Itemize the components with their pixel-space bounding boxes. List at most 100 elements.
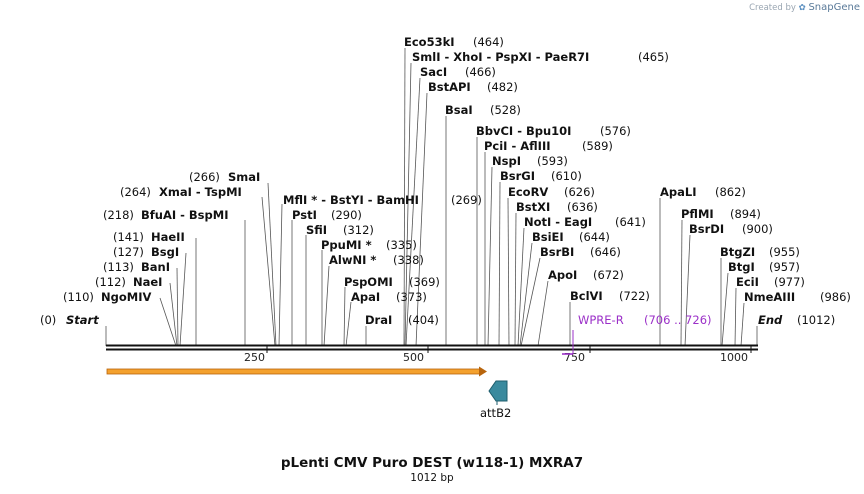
site-pos: (113) bbox=[103, 260, 134, 274]
site-pos: (528) bbox=[490, 103, 521, 117]
ruler-tick-label: 500 bbox=[403, 351, 424, 364]
dna-backbone bbox=[106, 344, 758, 351]
site-pos: (338) bbox=[393, 253, 424, 267]
site-pos: (218) bbox=[103, 208, 134, 222]
site-label[interactable]: PflMI bbox=[681, 207, 714, 221]
start-pos: (0) bbox=[40, 313, 56, 327]
site-label[interactable]: MflI * - BstYI - BamHI bbox=[283, 193, 419, 207]
site-label[interactable]: BclVI bbox=[570, 289, 603, 303]
site-label[interactable]: BanI bbox=[141, 260, 170, 274]
site-label[interactable]: SmaI bbox=[228, 170, 260, 184]
site-label[interactable]: EcoRV bbox=[508, 185, 548, 199]
site-label[interactable]: BsiEI bbox=[532, 230, 564, 244]
site-pos: (977) bbox=[774, 275, 805, 289]
site-label[interactable]: BsgI bbox=[151, 245, 179, 259]
site-pos: (955) bbox=[769, 245, 800, 259]
watermark-brand: SnapGene bbox=[808, 2, 860, 13]
wpre-r-label: WPRE-R bbox=[578, 313, 624, 327]
site-label[interactable]: BfuAI - BspMI bbox=[141, 208, 228, 222]
wpre-r-range: (706 .. 726) bbox=[644, 313, 712, 327]
ruler-ticks bbox=[266, 346, 752, 353]
site-pos: (957) bbox=[769, 260, 800, 274]
site-label[interactable]: BtgI bbox=[728, 260, 755, 274]
site-pos: (464) bbox=[473, 35, 504, 49]
wpre-r-primer[interactable] bbox=[562, 330, 574, 355]
site-pos: (404) bbox=[408, 313, 439, 327]
site-label[interactable]: BsaI bbox=[445, 103, 473, 117]
site-label[interactable]: EciI bbox=[736, 275, 759, 289]
site-pos: (141) bbox=[113, 230, 144, 244]
site-pos: (112) bbox=[95, 275, 126, 289]
site-pos: (636) bbox=[567, 200, 598, 214]
site-pos: (266) bbox=[189, 170, 220, 184]
site-pos: (894) bbox=[730, 207, 761, 221]
site-pos: (576) bbox=[600, 124, 631, 138]
site-pos: (373) bbox=[396, 290, 427, 304]
site-label[interactable]: ApoI bbox=[548, 268, 577, 282]
site-label[interactable]: HaeII bbox=[151, 230, 185, 244]
site-label[interactable]: Eco53kI bbox=[404, 35, 455, 49]
site-pos: (644) bbox=[579, 230, 610, 244]
site-label[interactable]: ApaI bbox=[351, 290, 380, 304]
site-pos: (900) bbox=[742, 222, 773, 236]
end-label: End bbox=[758, 313, 783, 327]
ruler-tick-label: 750 bbox=[564, 351, 585, 364]
site-pos: (641) bbox=[615, 215, 646, 229]
end-pos: (1012) bbox=[797, 313, 835, 327]
site-pos: (269) bbox=[451, 193, 482, 207]
site-label[interactable]: BbvCI - Bpu10I bbox=[476, 124, 571, 138]
start-label: Start bbox=[66, 313, 99, 327]
site-pos: (646) bbox=[590, 245, 621, 259]
ruler-tick-label: 250 bbox=[244, 351, 265, 364]
attb2-label: attB2 bbox=[480, 406, 511, 420]
site-pos: (610) bbox=[551, 169, 582, 183]
site-label[interactable]: BsrBI bbox=[540, 245, 574, 259]
site-label[interactable]: BstAPI bbox=[428, 80, 471, 94]
site-pos: (335) bbox=[386, 238, 417, 252]
site-label[interactable]: PstI bbox=[292, 208, 317, 222]
watermark-prefix: Created by bbox=[749, 3, 796, 13]
site-pos: (672) bbox=[593, 268, 624, 282]
site-pos: (466) bbox=[465, 65, 496, 79]
site-pos: (264) bbox=[120, 185, 151, 199]
site-label[interactable]: DraI bbox=[365, 313, 392, 327]
site-pos: (593) bbox=[537, 154, 568, 168]
site-pos: (986) bbox=[820, 290, 851, 304]
site-pos: (862) bbox=[715, 185, 746, 199]
site-label[interactable]: AlwNI * bbox=[329, 253, 376, 267]
site-pos: (369) bbox=[409, 275, 440, 289]
site-label[interactable]: BsrGI bbox=[500, 169, 535, 183]
site-label[interactable]: SfiI bbox=[306, 223, 327, 237]
site-label[interactable]: NaeI bbox=[133, 275, 162, 289]
site-pos: (110) bbox=[63, 290, 94, 304]
site-label[interactable]: PciI - AflIII bbox=[484, 139, 551, 153]
snapgene-logo-icon: ✿ bbox=[798, 3, 806, 13]
site-pos: (465) bbox=[638, 50, 669, 64]
site-label[interactable]: SacI bbox=[420, 65, 447, 79]
site-label[interactable]: NotI - EagI bbox=[524, 215, 592, 229]
site-label[interactable]: SmlI - XhoI - PspXI - PaeR7I bbox=[412, 50, 589, 64]
site-label[interactable]: PspOMI bbox=[344, 275, 393, 289]
site-label[interactable]: ApaLI bbox=[660, 185, 697, 199]
site-pos: (722) bbox=[619, 289, 650, 303]
attb2-feature[interactable] bbox=[488, 380, 508, 402]
site-label[interactable]: XmaI - TspMI bbox=[159, 185, 242, 199]
site-pos: (589) bbox=[582, 139, 613, 153]
site-pos: (312) bbox=[343, 223, 374, 237]
site-pos: (626) bbox=[564, 185, 595, 199]
site-label[interactable]: NspI bbox=[492, 154, 521, 168]
site-label[interactable]: BstXI bbox=[516, 200, 550, 214]
ruler-tick-label: 1000 bbox=[720, 351, 748, 364]
map-title: pLenti CMV Puro DEST (w118-1) MXRA7 bbox=[280, 455, 584, 471]
site-label[interactable]: NmeAIII bbox=[744, 290, 795, 304]
site-connectors bbox=[105, 47, 758, 347]
site-label[interactable]: BsrDI bbox=[689, 222, 724, 236]
site-pos: (127) bbox=[113, 245, 144, 259]
orf-arrow[interactable] bbox=[106, 366, 487, 377]
watermark: Created by ✿ SnapGene bbox=[749, 2, 860, 13]
site-pos: (290) bbox=[331, 208, 362, 222]
site-label[interactable]: PpuMI * bbox=[321, 238, 372, 252]
site-label[interactable]: BtgZI bbox=[720, 245, 755, 259]
site-label[interactable]: NgoMIV bbox=[101, 290, 151, 304]
